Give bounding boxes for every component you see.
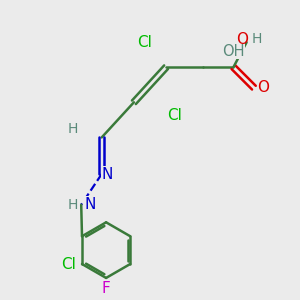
Text: H: H — [67, 122, 78, 136]
Text: O: O — [257, 80, 269, 95]
Text: OH: OH — [222, 44, 245, 59]
Text: F: F — [102, 281, 110, 296]
Text: O: O — [236, 32, 248, 47]
Text: Cl: Cl — [137, 35, 152, 50]
Text: H: H — [252, 32, 262, 46]
Text: N: N — [84, 197, 95, 212]
Text: H: H — [68, 198, 78, 212]
Text: Cl: Cl — [168, 108, 182, 123]
Text: N: N — [102, 167, 113, 182]
Text: Cl: Cl — [61, 256, 76, 272]
